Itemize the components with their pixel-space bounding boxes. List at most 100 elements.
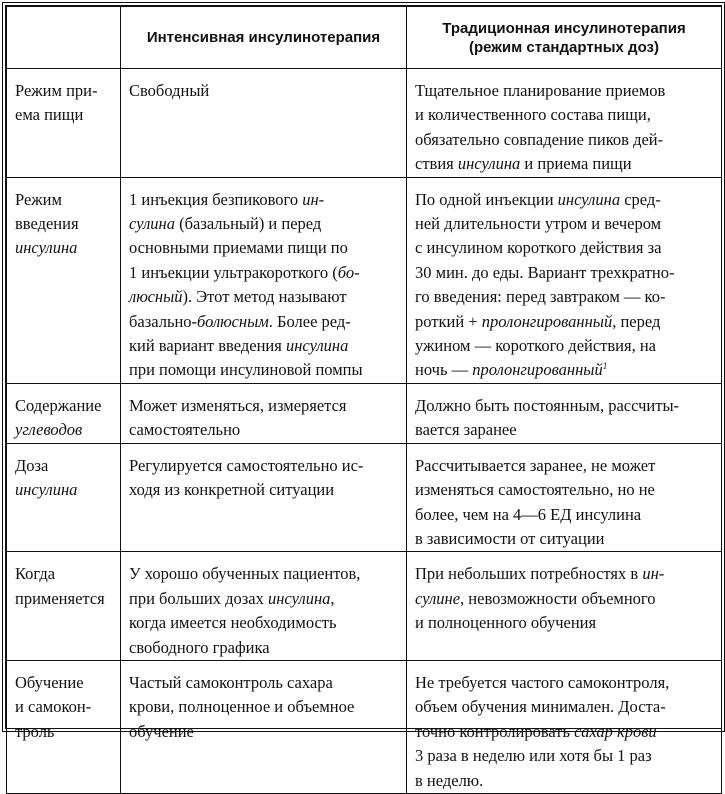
text-line: инсулина bbox=[15, 478, 112, 502]
italic-term: пролонгированный bbox=[472, 360, 603, 380]
intensive-cell: Свободный bbox=[120, 68, 407, 178]
text-run: Тщательное планирование приемов bbox=[415, 81, 666, 100]
text-run: введения bbox=[15, 214, 79, 234]
text-run: Когда bbox=[15, 564, 56, 584]
text-run: обучение bbox=[129, 721, 194, 741]
text-run: кий вариант введения bbox=[129, 336, 286, 356]
traditional-cell: Тщательное планирование приемов и количес… bbox=[406, 68, 722, 178]
text-line: Режим при- bbox=[15, 79, 112, 103]
row-label: Доза инсулина bbox=[6, 442, 121, 553]
text-line: Тщательное планирование приемов bbox=[415, 79, 713, 103]
text-line: При небольших потребностях в ин- bbox=[415, 562, 713, 586]
text-run: Может изменяться, измеряется bbox=[129, 395, 347, 415]
italic-term: углеводов bbox=[15, 420, 83, 440]
text-line: углеводов bbox=[15, 418, 112, 442]
text-run: ема пищи bbox=[15, 105, 84, 125]
text-run: ужином — короткого действия, на bbox=[415, 336, 656, 356]
text-run: Должно быть постоянным, рассчиты- bbox=[415, 395, 680, 415]
text-run: обязательно совпадение пиков дей- bbox=[415, 129, 664, 149]
text-run: при помощи инсулиновой помпы bbox=[129, 360, 363, 380]
text-line: ема пищи bbox=[15, 103, 112, 127]
intensive-cell: У хорошо обученных пациентов, при больших… bbox=[120, 551, 407, 661]
text-line: ствия инсулина и приема пищи bbox=[415, 152, 713, 176]
text-line: ней длительности утром и вечером bbox=[415, 212, 713, 236]
text-line: сулина (базальный) и перед bbox=[129, 212, 398, 236]
text-run: Режим bbox=[15, 189, 62, 209]
text-run: ствия bbox=[415, 154, 458, 174]
text-run: роткий + bbox=[415, 311, 482, 331]
header-line: Традиционная инсулинотерапия bbox=[442, 19, 686, 37]
text-run: го введения: перед завтраком — ко- bbox=[415, 287, 666, 307]
text-line: в неделю. bbox=[415, 769, 713, 793]
italic-term: инсулина bbox=[268, 588, 331, 608]
text-line: люсный). Этот метод называют bbox=[129, 285, 398, 309]
text-line: введения bbox=[15, 212, 112, 236]
text-line: обязательно совпадение пиков дей- bbox=[415, 128, 713, 152]
text-run: с инсулином короткого действия за bbox=[415, 238, 662, 258]
text-line: и полноценного обучения bbox=[415, 611, 713, 635]
row-label: Содержание углеводов bbox=[6, 382, 121, 444]
header-empty-cell bbox=[6, 6, 121, 69]
text-run: и полноценного обучения bbox=[415, 613, 597, 633]
text-line: ужином — короткого действия, на bbox=[415, 334, 713, 358]
text-line: роткий + пролонгированный, перед bbox=[415, 310, 713, 334]
text-line: с инсулином короткого действия за bbox=[415, 236, 713, 260]
text-run: объем обучения минимален. Доста- bbox=[415, 697, 666, 717]
italic-term: ин- bbox=[642, 564, 665, 584]
text-line: го введения: перед завтраком — ко- bbox=[415, 285, 713, 309]
text-run: Доза bbox=[15, 455, 49, 475]
row-label: Режим при-ема пищи bbox=[6, 68, 121, 178]
intensive-cell: Регулируется самостоятельно ис-ходя из к… bbox=[120, 442, 407, 553]
text-run: самостоятельно bbox=[129, 420, 241, 440]
text-run: Содержание bbox=[15, 395, 102, 415]
text-run: Режим при- bbox=[15, 81, 98, 100]
intensive-cell: Может изменяться, измеряется самостоятель… bbox=[120, 382, 407, 444]
text-line: ночь — пролонгированный1 bbox=[415, 358, 713, 382]
text-run: , невозможности объемного bbox=[460, 588, 656, 608]
table-row: Обучение и самокон-троль Частый самоконтро… bbox=[6, 659, 722, 794]
text-line: Может изменяться, измеряется bbox=[129, 394, 398, 418]
italic-term: люсный bbox=[129, 287, 183, 307]
table-row: Когда применяется У хорошо обученных пацие… bbox=[6, 551, 722, 661]
text-line: Свободный bbox=[129, 79, 398, 103]
text-run: Регулируется самостоятельно ис- bbox=[129, 455, 364, 475]
text-line: и самокон- bbox=[15, 695, 112, 719]
text-run: крови, полноценное и объемное bbox=[129, 697, 355, 717]
text-run: , перед bbox=[612, 311, 661, 331]
italic-term: сахар крови bbox=[574, 721, 657, 741]
header-traditional: Традиционная инсулинотерапия (режим станд… bbox=[406, 6, 722, 69]
text-line: 3 раза в неделю или хотя бы 1 раз bbox=[415, 744, 713, 768]
text-run: Рассчитывается заранее, не может bbox=[415, 455, 656, 475]
text-run: более, чем на 4—6 ЕД инсулина bbox=[415, 504, 642, 524]
italic-term: ин- bbox=[302, 189, 325, 209]
text-line: Частый самоконтроль сахара bbox=[129, 671, 398, 695]
text-run: вается заранее bbox=[415, 420, 517, 440]
text-run: , bbox=[330, 588, 335, 608]
table-row: Режим введения инсулина 1 инъекция безпиков… bbox=[6, 176, 722, 384]
italic-term: пролонгированный bbox=[481, 311, 613, 331]
text-run: ночь — bbox=[415, 360, 473, 380]
header-line: (режим стандартных доз) bbox=[468, 38, 659, 56]
text-line: Обучение bbox=[15, 671, 112, 695]
text-line: ходя из конкретной ситуации bbox=[129, 478, 398, 502]
text-run: Не требуется частого самоконтроля, bbox=[415, 672, 670, 692]
text-line: свободного графика bbox=[129, 636, 398, 660]
text-line: 1 инъекция безпикового ин- bbox=[129, 188, 398, 212]
text-run: и приема пищи bbox=[520, 154, 632, 174]
row-label: Когда применяется bbox=[6, 551, 121, 661]
text-run: (базальный) и перед bbox=[174, 214, 322, 234]
text-line: сулине, невозможности объемного bbox=[415, 587, 713, 611]
text-line: По одной инъекции инсулина сред- bbox=[415, 188, 713, 212]
text-run: и самокон- bbox=[15, 697, 92, 717]
text-line: основными приемами пищи по bbox=[129, 236, 398, 260]
italic-term: инсулина bbox=[557, 189, 621, 209]
text-run: при больших дозах bbox=[129, 588, 268, 608]
italic-term: инсулина bbox=[457, 154, 521, 174]
text-line: Режим bbox=[15, 188, 112, 212]
header-row: Интенсивная инсулинотерапия Традиционная… bbox=[6, 6, 722, 69]
text-run: Частый самоконтроль сахара bbox=[129, 672, 333, 692]
text-run: При небольших потребностях в bbox=[415, 564, 643, 584]
italic-term: болюсным bbox=[197, 311, 269, 331]
text-run: У хорошо обученных пациентов, bbox=[129, 564, 361, 584]
text-run: . Более ред- bbox=[268, 311, 351, 331]
